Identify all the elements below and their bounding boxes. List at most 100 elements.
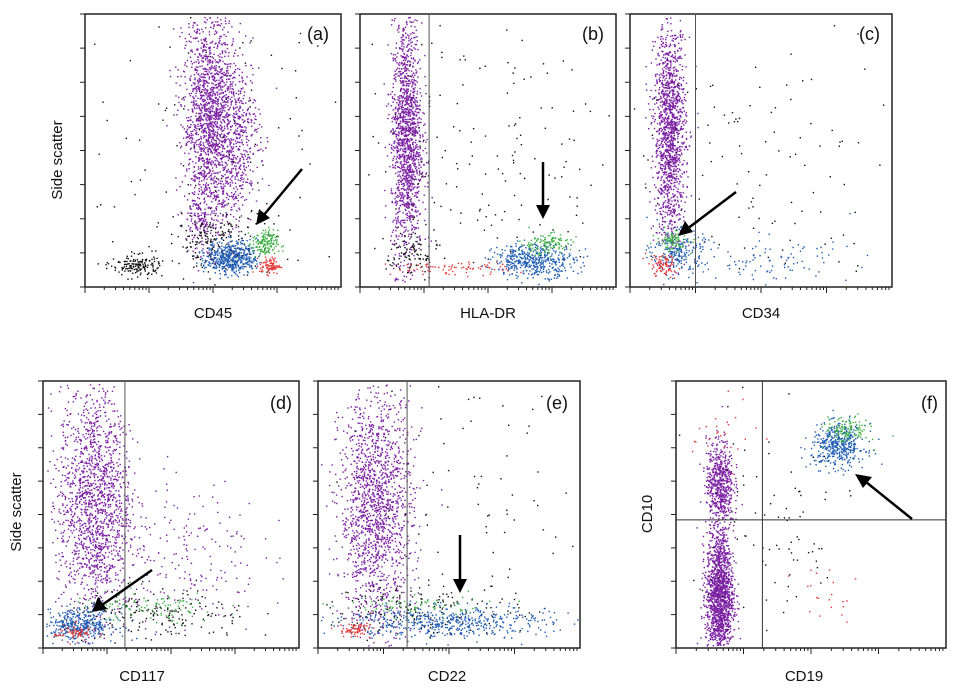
event-dot [235, 100, 237, 102]
event-dot [408, 203, 410, 205]
event-dot [171, 260, 174, 262]
event-dot [232, 175, 234, 177]
event-dot [201, 243, 203, 245]
event-dot [414, 192, 417, 194]
event-dot [412, 21, 414, 23]
event-dot [212, 75, 215, 77]
event-dot [411, 224, 413, 226]
event-dot [208, 71, 210, 73]
event-dot [400, 96, 403, 98]
event-dot [123, 260, 125, 263]
event-dot [222, 255, 224, 257]
event-dot [195, 112, 198, 114]
event-dot [190, 36, 192, 38]
event-dot [210, 182, 212, 185]
event-dot [399, 162, 402, 164]
event-dot [227, 72, 229, 74]
event-dot [223, 85, 226, 87]
event-dot [485, 216, 487, 218]
event-dot [408, 108, 411, 110]
event-dot [402, 133, 404, 135]
event-dot [411, 209, 414, 211]
event-dot [184, 64, 186, 66]
event-dot [272, 229, 275, 231]
event-dot [219, 259, 222, 261]
event-dot [217, 118, 219, 120]
event-dot [416, 106, 418, 108]
event-dot [189, 95, 192, 97]
event-dot [215, 208, 218, 210]
event-dot [187, 109, 190, 111]
event-dot [209, 136, 212, 139]
event-dot [402, 139, 405, 141]
event-dot [199, 147, 201, 149]
event-dot [459, 222, 462, 224]
event-dot [224, 138, 227, 141]
event-dot [211, 41, 213, 44]
event-dot [397, 150, 399, 152]
event-dot [235, 251, 238, 253]
event-dot [208, 225, 210, 227]
event-dot [203, 67, 206, 70]
event-dot [233, 112, 235, 115]
event-dot [217, 244, 219, 246]
event-dot [256, 260, 258, 262]
event-dot [216, 101, 219, 103]
event-dot [401, 107, 403, 109]
event-dot [220, 127, 222, 130]
panel-0-series-3 [247, 226, 284, 258]
event-dot [246, 181, 249, 183]
event-dot [195, 151, 197, 153]
event-dot [406, 155, 408, 157]
event-dot [94, 43, 96, 45]
event-dot [405, 111, 408, 113]
event-dot [214, 262, 217, 265]
event-dot [199, 65, 201, 68]
panel-1-series-0 [383, 16, 433, 283]
event-dot [203, 100, 206, 102]
panel-0-series-1 [94, 17, 337, 286]
event-dot [184, 175, 186, 177]
event-dot [203, 177, 206, 179]
event-dot [406, 113, 408, 115]
event-dot [199, 167, 202, 170]
event-dot [415, 194, 417, 196]
event-dot [188, 158, 190, 161]
event-dot [229, 231, 231, 233]
event-dot [401, 142, 403, 144]
event-dot [183, 128, 186, 130]
event-dot [169, 69, 171, 72]
event-dot [396, 147, 398, 149]
event-dot [419, 172, 421, 174]
event-dot [230, 83, 232, 85]
event-dot [411, 158, 414, 160]
event-dot [207, 163, 210, 165]
event-dot [391, 200, 393, 203]
event-dot [398, 101, 401, 103]
event-dot [267, 275, 269, 277]
event-dot [227, 89, 229, 91]
event-dot [180, 27, 182, 29]
event-dot [402, 64, 404, 67]
event-dot [397, 171, 399, 173]
event-dot [399, 191, 401, 194]
event-dot [228, 91, 231, 93]
event-dot [218, 117, 220, 119]
event-dot [144, 262, 146, 264]
event-dot [419, 145, 421, 147]
event-dot [390, 239, 392, 242]
event-dot [251, 82, 253, 84]
event-dot [383, 83, 385, 85]
event-dot [242, 263, 245, 265]
event-dot [421, 22, 423, 24]
event-dot [245, 112, 248, 115]
event-dot [412, 202, 415, 205]
event-dot [195, 132, 198, 134]
event-dot [192, 255, 194, 257]
event-dot [138, 263, 140, 265]
event-dot [270, 237, 273, 240]
event-dot [211, 22, 213, 24]
event-dot [196, 196, 199, 199]
event-dot [268, 272, 271, 274]
event-dot [211, 201, 213, 203]
